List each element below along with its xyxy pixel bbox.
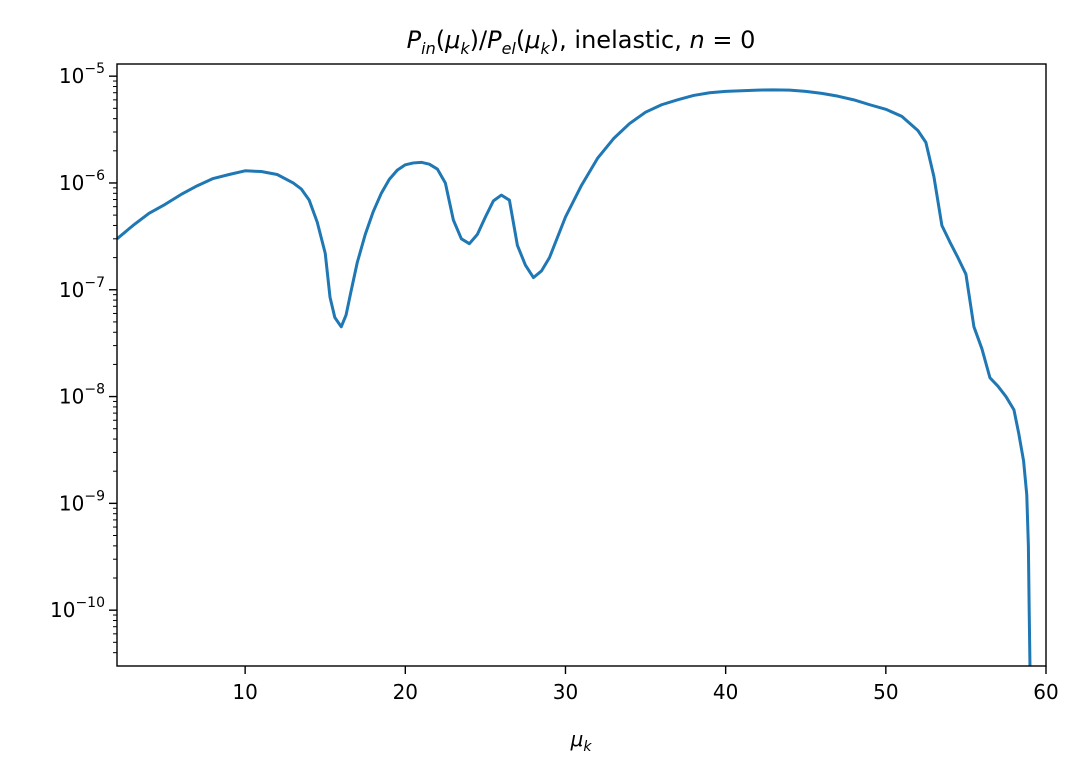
y-axis: 10−10 10−9 10−8 10−7 10−6 10−5 bbox=[50, 61, 117, 654]
plot-frame bbox=[116, 63, 1047, 667]
x-tick-label: 50 bbox=[873, 680, 898, 704]
series-layer bbox=[117, 88, 1032, 666]
x-tick-label: 10 bbox=[232, 680, 257, 704]
y-tick-label: 10−9 bbox=[59, 488, 105, 515]
x-axis: 10 20 30 40 50 60 bbox=[232, 666, 1059, 704]
x-tick-label: 60 bbox=[1033, 680, 1058, 704]
y-tick-label: 10−5 bbox=[59, 61, 105, 88]
x-axis-label: μk bbox=[570, 727, 593, 755]
x-tick-label: 40 bbox=[713, 680, 738, 704]
y-tick-label: 10−6 bbox=[59, 168, 105, 195]
y-tick-label: 10−10 bbox=[50, 595, 105, 622]
plot-area bbox=[117, 88, 1032, 666]
x-tick-label: 20 bbox=[393, 680, 418, 704]
x-tick-label: 30 bbox=[553, 680, 578, 704]
y-tick-label: 10−7 bbox=[59, 275, 105, 302]
series-line-0 bbox=[117, 88, 1032, 666]
y-tick-label: 10−8 bbox=[59, 382, 105, 409]
chart-title: Pin(μk)/Pel(μk), inelastic, n = 0 bbox=[407, 26, 756, 58]
